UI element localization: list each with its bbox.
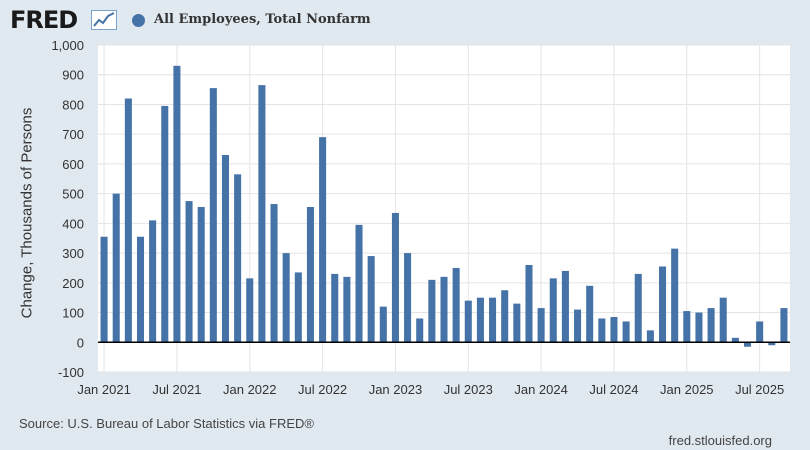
chart-header: FRED All Employees, Total Nonfarm <box>8 6 788 34</box>
bar-2025-04[interactable] <box>719 297 727 343</box>
bar-2023-09[interactable] <box>489 297 497 343</box>
bar-2022-02[interactable] <box>258 85 266 343</box>
bar-2024-07[interactable] <box>610 317 618 343</box>
bar-2022-09[interactable] <box>343 276 351 343</box>
bar-2021-03[interactable] <box>124 98 132 343</box>
bar-2024-09[interactable] <box>634 273 642 343</box>
x-tick-label: Jan 2023 <box>369 382 423 397</box>
bar-2021-10[interactable] <box>209 88 217 343</box>
x-tick-label: Jan 2022 <box>223 382 277 397</box>
bar-2021-12[interactable] <box>234 174 242 343</box>
bar-2024-05[interactable] <box>586 285 594 343</box>
bar-2021-01[interactable] <box>100 236 108 343</box>
y-tick-label: 700 <box>62 127 84 142</box>
bar-2023-05[interactable] <box>440 276 448 343</box>
bar-2022-07[interactable] <box>319 137 327 343</box>
bar-2025-03[interactable] <box>707 308 715 343</box>
y-tick-label: 600 <box>62 157 84 172</box>
bar-2022-04[interactable] <box>282 253 290 343</box>
bar-2025-09[interactable] <box>780 308 788 343</box>
bar-2024-03[interactable] <box>561 270 569 343</box>
fred-logo[interactable]: FRED <box>10 6 78 34</box>
x-tick-label: Jul 2021 <box>152 382 201 397</box>
bar-2024-08[interactable] <box>622 321 630 343</box>
bar-2022-08[interactable] <box>331 273 339 343</box>
bar-2022-05[interactable] <box>294 272 302 343</box>
bar-2023-04[interactable] <box>428 279 436 343</box>
y-tick-label: 400 <box>62 216 84 231</box>
bar-2022-10[interactable] <box>355 224 363 343</box>
x-tick-label: Jan 2025 <box>660 382 714 397</box>
y-tick-label: 300 <box>62 246 84 261</box>
bar-2021-05[interactable] <box>149 220 157 343</box>
bar-2025-01[interactable] <box>683 311 691 343</box>
bar-2023-12[interactable] <box>525 264 533 343</box>
y-tick-label: 500 <box>62 187 84 202</box>
bar-2021-08[interactable] <box>185 201 193 343</box>
x-tick-label: Jul 2022 <box>298 382 347 397</box>
bar-2025-05[interactable] <box>731 337 739 343</box>
bar-2025-07[interactable] <box>756 321 764 343</box>
site-link[interactable]: fred.stlouisfed.org <box>668 433 772 448</box>
y-tick-label: 800 <box>62 97 84 112</box>
bar-2021-04[interactable] <box>136 236 145 343</box>
y-tick-label: 0 <box>77 335 84 350</box>
bar-2024-02[interactable] <box>549 278 557 343</box>
bar-2025-08[interactable] <box>768 342 776 346</box>
bar-2024-01[interactable] <box>537 308 545 343</box>
x-tick-label: Jul 2024 <box>589 382 638 397</box>
bar-2025-06[interactable] <box>743 342 752 347</box>
line-chart-icon <box>91 10 117 30</box>
bar-2024-06[interactable] <box>598 318 606 343</box>
y-tick-label: -100 <box>58 365 84 380</box>
bar-2023-02[interactable] <box>404 253 412 343</box>
bar-2021-06[interactable] <box>161 105 169 343</box>
bar-2023-08[interactable] <box>476 297 484 343</box>
bar-2021-09[interactable] <box>197 207 205 343</box>
bar-2022-01[interactable] <box>246 278 254 343</box>
bar-2023-03[interactable] <box>416 318 424 343</box>
bar-2021-02[interactable] <box>112 193 120 343</box>
bar-2024-10[interactable] <box>646 330 654 343</box>
bar-2022-11[interactable] <box>367 256 375 343</box>
bar-2023-10[interactable] <box>501 290 509 343</box>
bar-2023-01[interactable] <box>391 212 399 343</box>
bar-2024-11[interactable] <box>659 266 667 343</box>
legend-label[interactable]: All Employees, Total Nonfarm <box>154 12 371 27</box>
x-tick-label: Jan 2024 <box>514 382 568 397</box>
bar-2024-12[interactable] <box>671 248 679 343</box>
x-tick-label: Jan 2021 <box>77 382 131 397</box>
y-tick-label: 100 <box>62 306 84 321</box>
bar-2023-06[interactable] <box>452 267 460 343</box>
x-tick-label: Jul 2023 <box>444 382 493 397</box>
bar-2021-11[interactable] <box>221 154 229 343</box>
source-note: Source: U.S. Bureau of Labor Statistics … <box>19 416 314 431</box>
y-tick-label: 200 <box>62 276 84 291</box>
y-tick-label: 900 <box>62 68 84 83</box>
legend-marker <box>132 14 145 27</box>
bar-2021-07[interactable] <box>173 65 181 343</box>
bar-2023-07[interactable] <box>464 300 472 343</box>
bar-2023-11[interactable] <box>513 303 521 343</box>
bar-2025-02[interactable] <box>695 312 703 343</box>
bar-2022-03[interactable] <box>270 204 278 343</box>
y-tick-label: 1,000 <box>51 38 84 53</box>
x-tick-label: Jul 2025 <box>735 382 784 397</box>
bar-2022-12[interactable] <box>379 306 387 343</box>
bar-2022-06[interactable] <box>306 207 314 343</box>
bar-2024-04[interactable] <box>574 309 582 343</box>
